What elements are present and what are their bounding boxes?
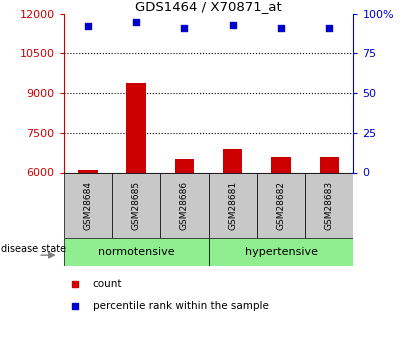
Point: [72, 281, 79, 286]
Text: GSM28681: GSM28681: [228, 181, 237, 230]
FancyBboxPatch shape: [257, 172, 305, 238]
Point: [85, 24, 91, 29]
FancyBboxPatch shape: [112, 172, 160, 238]
Bar: [175, 159, 194, 172]
Point: [72, 304, 79, 309]
Text: GSM28685: GSM28685: [132, 181, 141, 230]
FancyBboxPatch shape: [209, 172, 257, 238]
Point: [278, 25, 284, 31]
Text: disease state: disease state: [1, 244, 67, 254]
Bar: [271, 157, 291, 172]
Text: count: count: [92, 279, 122, 288]
Text: GSM28686: GSM28686: [180, 181, 189, 230]
Bar: [127, 82, 146, 172]
FancyBboxPatch shape: [64, 172, 112, 238]
Point: [133, 19, 139, 24]
FancyBboxPatch shape: [305, 172, 353, 238]
Bar: [223, 149, 242, 172]
Point: [181, 25, 188, 31]
Bar: [320, 157, 339, 172]
FancyBboxPatch shape: [64, 238, 209, 266]
Text: GSM28682: GSM28682: [277, 181, 286, 230]
Point: [326, 25, 332, 31]
Text: percentile rank within the sample: percentile rank within the sample: [92, 302, 268, 311]
Text: GSM28683: GSM28683: [325, 181, 334, 230]
Text: hypertensive: hypertensive: [245, 247, 318, 257]
Point: [229, 22, 236, 28]
Title: GDS1464 / X70871_at: GDS1464 / X70871_at: [135, 0, 282, 13]
FancyBboxPatch shape: [160, 172, 209, 238]
Bar: [78, 170, 97, 172]
Text: GSM28684: GSM28684: [83, 181, 92, 230]
FancyBboxPatch shape: [209, 238, 353, 266]
Text: normotensive: normotensive: [98, 247, 174, 257]
